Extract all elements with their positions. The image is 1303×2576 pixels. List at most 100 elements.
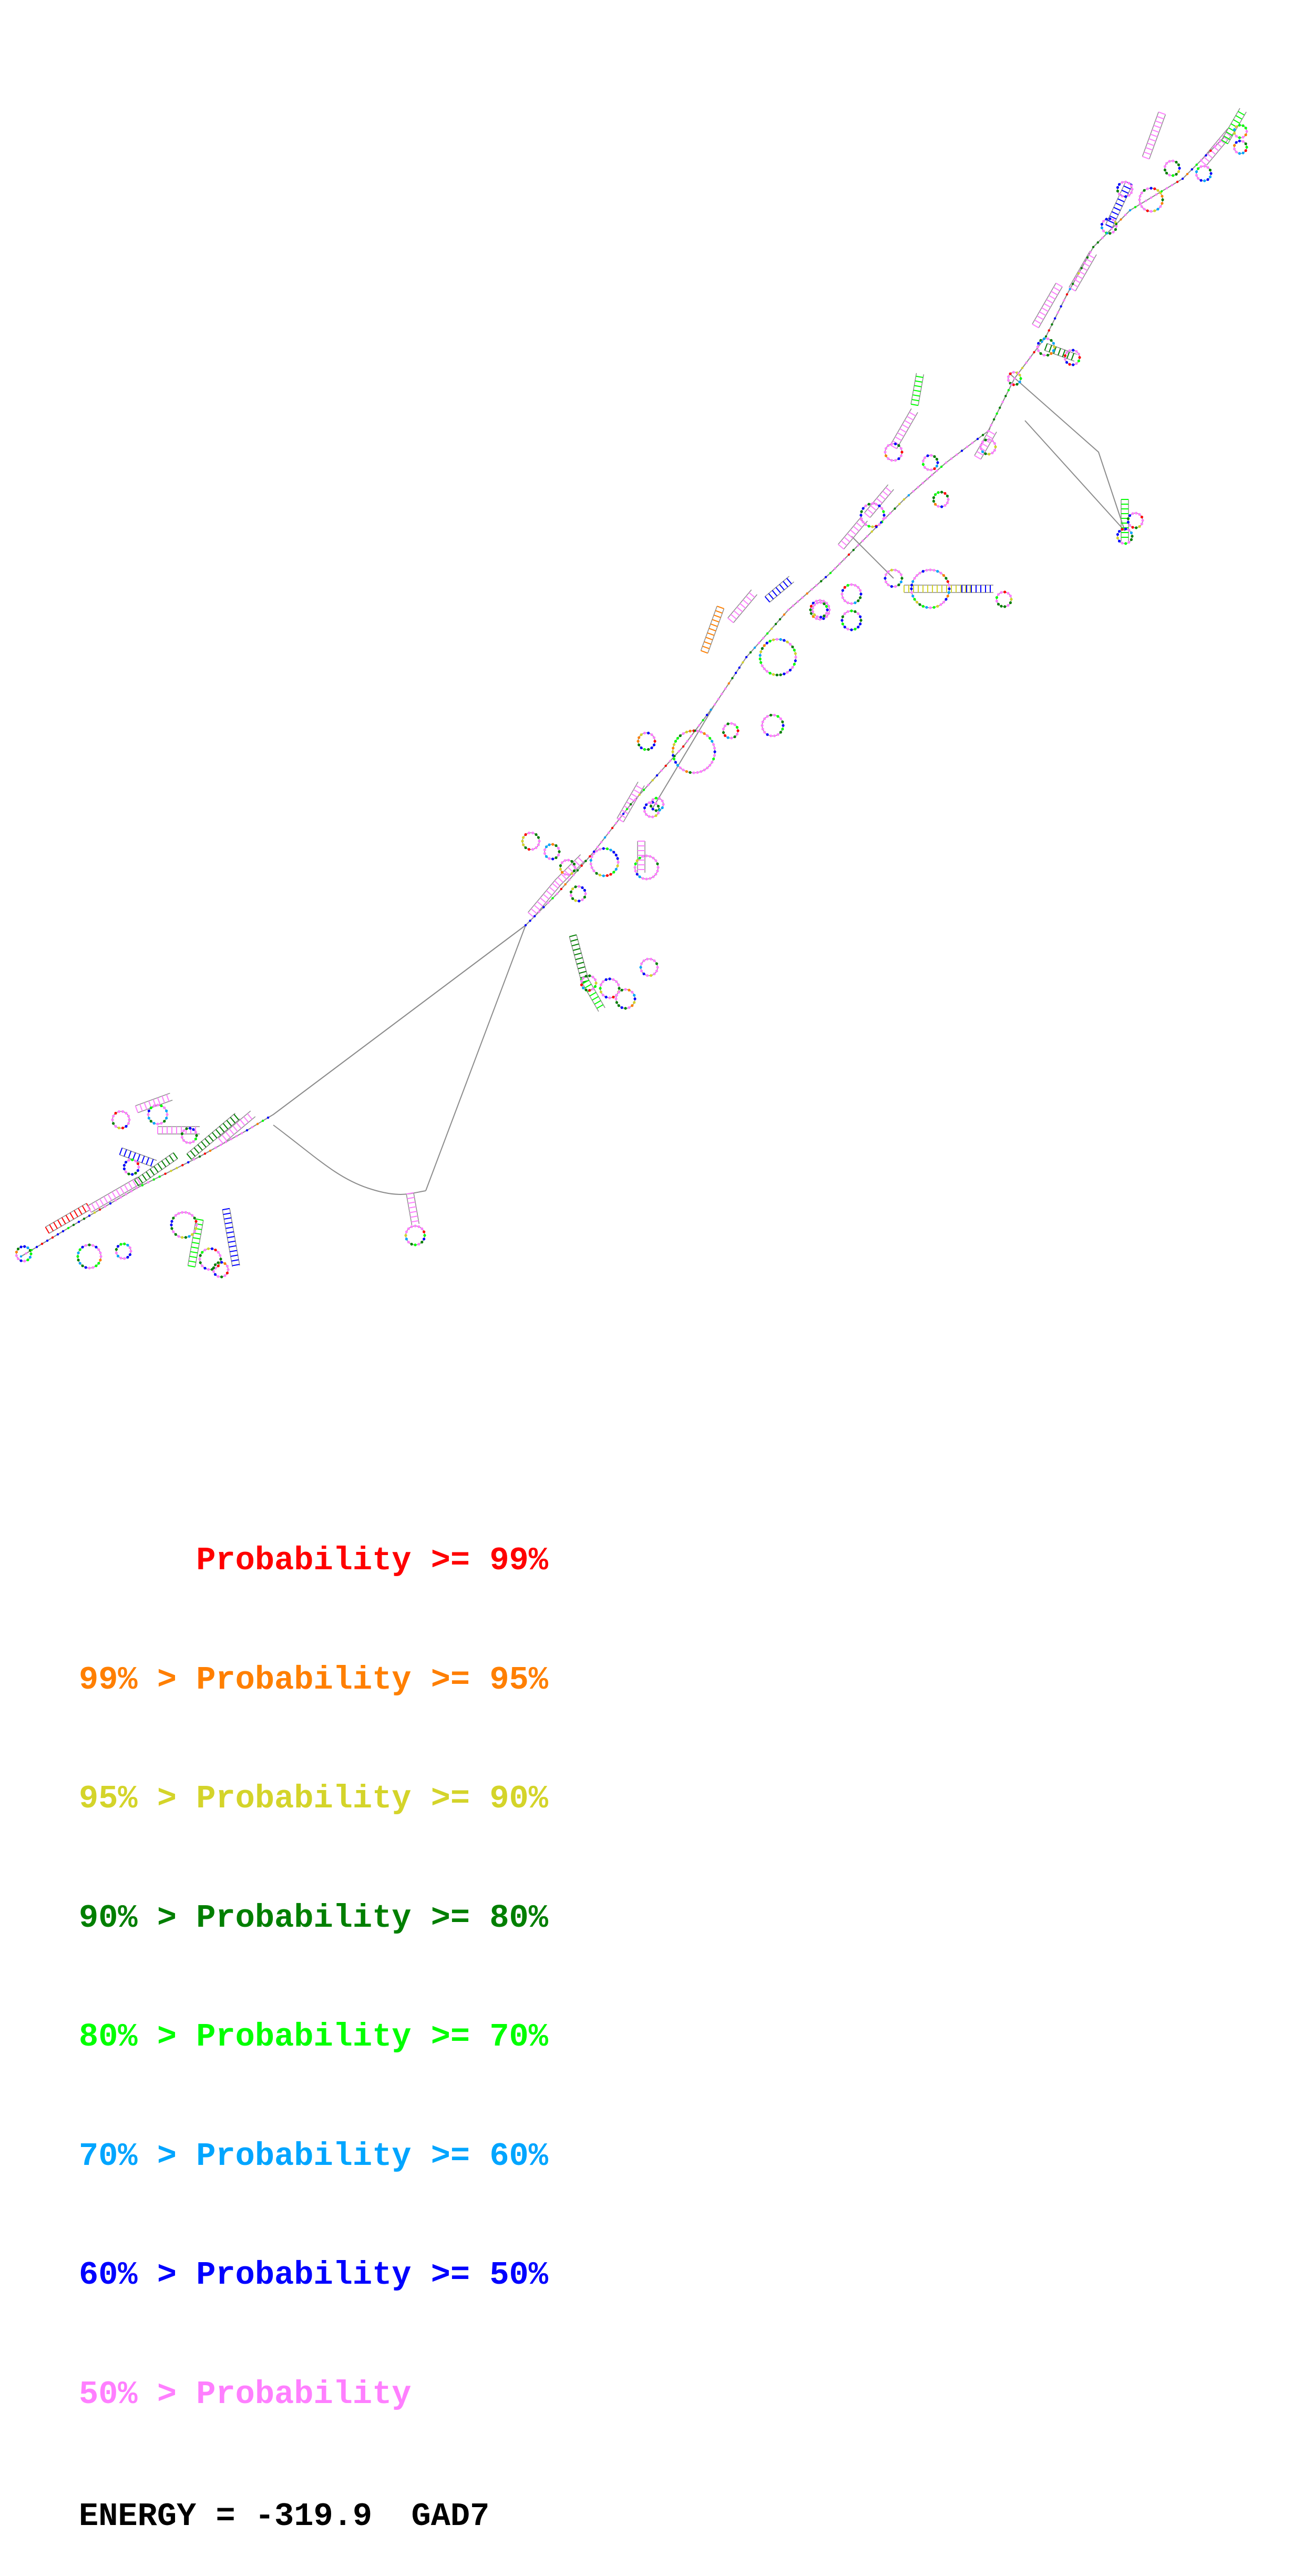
nucleotide — [1181, 177, 1184, 180]
rna-secondary-structure-diagram — [15, 108, 1248, 1279]
hairpin-loop — [614, 988, 637, 1010]
helix-stem — [554, 854, 586, 886]
nucleotide — [158, 1175, 161, 1178]
hairpin-loop — [543, 843, 561, 861]
nucleotide — [603, 836, 607, 839]
hairpin-loop — [1233, 139, 1248, 155]
nucleotide — [607, 831, 610, 834]
nucleotide — [1124, 213, 1127, 216]
nucleotide — [170, 1170, 172, 1172]
hairpin-loop — [198, 1247, 222, 1271]
nucleotide — [551, 897, 554, 899]
long-range-link — [425, 925, 526, 1191]
nucleotide — [1160, 190, 1163, 193]
nucleotide — [673, 755, 676, 758]
nucleotide — [1171, 183, 1174, 187]
nucleotide — [576, 869, 579, 872]
nucleotide — [1033, 351, 1035, 354]
nucleotide — [634, 798, 637, 801]
nucleotide — [568, 878, 571, 881]
nucleotide — [1041, 340, 1043, 343]
nucleotide — [596, 845, 599, 849]
helix-stem — [700, 606, 725, 654]
nucleotide — [1101, 237, 1104, 239]
helix-stem — [45, 1203, 91, 1234]
nucleotide — [753, 646, 756, 649]
nucleotide — [810, 588, 813, 591]
nucleotide — [164, 1172, 167, 1175]
nucleotide — [727, 682, 730, 685]
nucleotide — [721, 692, 723, 696]
nucleotide — [1092, 246, 1095, 249]
hairpin-loop — [921, 454, 939, 472]
nucleotide — [72, 1223, 75, 1226]
nucleotide — [936, 469, 938, 472]
nucleotide — [203, 1152, 207, 1155]
nucleotide — [1110, 227, 1113, 230]
nucleotide — [1106, 232, 1109, 234]
nucleotide — [230, 1138, 233, 1140]
hairpin-loop — [1116, 527, 1134, 545]
helix-stem — [406, 1192, 420, 1225]
nucleotide — [1017, 372, 1020, 375]
nucleotide — [996, 412, 998, 415]
nucleotide — [1150, 196, 1153, 199]
helix-stem — [187, 1218, 204, 1267]
nucleotide — [889, 512, 891, 515]
helix-stem — [727, 589, 757, 623]
nucleotide — [717, 698, 720, 701]
nucleotide — [894, 507, 896, 510]
hairpin-loop — [633, 854, 660, 881]
nucleotide — [950, 457, 953, 460]
nucleotide — [209, 1149, 212, 1152]
nucleotide — [1083, 261, 1086, 264]
nucleotide — [697, 724, 701, 727]
long-range-link — [1009, 373, 1125, 531]
nucleotide — [1155, 193, 1158, 196]
helix-stem — [1044, 343, 1078, 362]
nucleotide — [533, 915, 536, 918]
nucleotide — [960, 449, 963, 452]
nucleotide — [152, 1178, 155, 1181]
nucleotide — [861, 539, 864, 542]
nucleotide — [734, 671, 737, 674]
nucleotide — [51, 1236, 54, 1239]
nucleotide — [542, 906, 545, 908]
nucleotide — [847, 553, 850, 556]
nucleotide — [600, 841, 603, 844]
helix-stem — [961, 585, 993, 593]
nucleotide — [19, 1255, 23, 1258]
nucleotide — [976, 437, 979, 441]
nucleotide — [618, 817, 621, 820]
hairpin-loop — [671, 729, 716, 774]
nucleotide — [130, 1190, 133, 1193]
legend-line-below-50: 50% > Probability — [79, 2375, 412, 2413]
nucleotide — [1071, 282, 1074, 285]
hairpin-loop — [589, 847, 620, 877]
nucleotide — [1096, 241, 1099, 244]
hairpin-loop — [840, 583, 863, 605]
nucleotide — [1144, 199, 1147, 202]
nucleotide — [224, 1141, 228, 1143]
nucleotide — [30, 1249, 33, 1252]
nucleotide — [266, 1116, 270, 1119]
hairpin-loops — [15, 124, 1248, 1279]
hairpin-loop — [758, 638, 797, 677]
nucleotide — [1200, 159, 1203, 161]
nucleotide — [589, 855, 591, 858]
hairpin-loop — [910, 568, 951, 609]
nucleotide — [141, 1184, 144, 1187]
hairpin-loop — [840, 609, 863, 631]
nucleotide — [898, 503, 901, 505]
hairpin-loop — [1063, 349, 1081, 366]
nucleotide — [1205, 154, 1207, 157]
hairpin-loop — [15, 1245, 33, 1263]
nucleotide — [1010, 383, 1013, 386]
nucleotide — [192, 1158, 196, 1161]
hairpin-loop — [811, 601, 829, 619]
hairpin-loop — [569, 885, 587, 903]
nucleotide — [731, 677, 734, 680]
nucleotide — [1060, 305, 1062, 308]
hairpin-loop — [559, 858, 577, 876]
nucleotide — [77, 1220, 80, 1223]
